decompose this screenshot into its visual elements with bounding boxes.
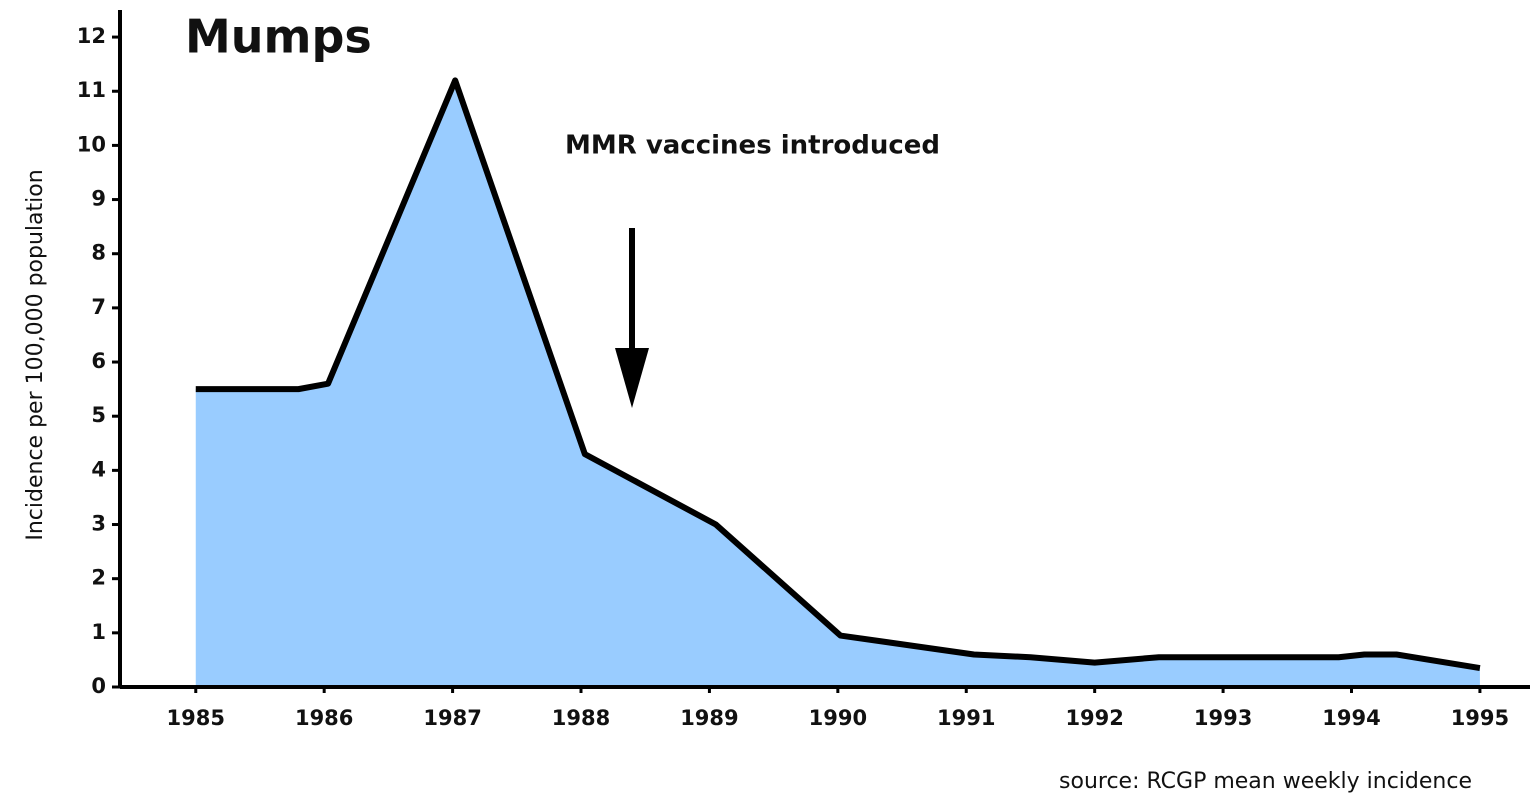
y-tick-label: 8 <box>91 241 106 265</box>
x-tick-label: 1992 <box>1065 706 1123 730</box>
y-tick-label: 9 <box>91 187 106 211</box>
y-tick-label: 10 <box>77 132 106 156</box>
x-tick-label: 1986 <box>295 706 353 730</box>
y-tick-label: 0 <box>91 674 106 698</box>
x-tick-label: 1988 <box>552 706 610 730</box>
x-tick-label: 1990 <box>809 706 867 730</box>
y-tick-label: 12 <box>77 24 106 48</box>
y-tick-label: 4 <box>91 457 106 481</box>
y-tick-label: 3 <box>91 512 106 536</box>
chart-title: Mumps <box>185 10 372 64</box>
x-tick-label: 1989 <box>680 706 738 730</box>
y-tick-label: 7 <box>91 295 106 319</box>
y-axis-label: Incidence per 100,000 population <box>23 169 48 540</box>
arrow <box>615 228 649 408</box>
x-tick-label: 1995 <box>1451 706 1509 730</box>
area <box>195 80 1480 687</box>
x-tick-label: 1991 <box>937 706 995 730</box>
y-tick-label: 11 <box>77 78 106 102</box>
x-tick-label: 1985 <box>167 706 225 730</box>
y-tick-label: 6 <box>91 349 106 373</box>
x-tick-label: 1987 <box>423 706 481 730</box>
x-tick-label: 1994 <box>1322 706 1380 730</box>
y-tick-label: 5 <box>91 403 106 427</box>
y-tick-label: 2 <box>91 566 106 590</box>
x-tick-label: 1993 <box>1194 706 1252 730</box>
annotation: MMR vaccines introduced <box>565 131 940 161</box>
source-note: source: RCGP mean weekly incidence <box>1059 769 1472 794</box>
y-tick-label: 1 <box>91 620 106 644</box>
line <box>195 77 1481 672</box>
